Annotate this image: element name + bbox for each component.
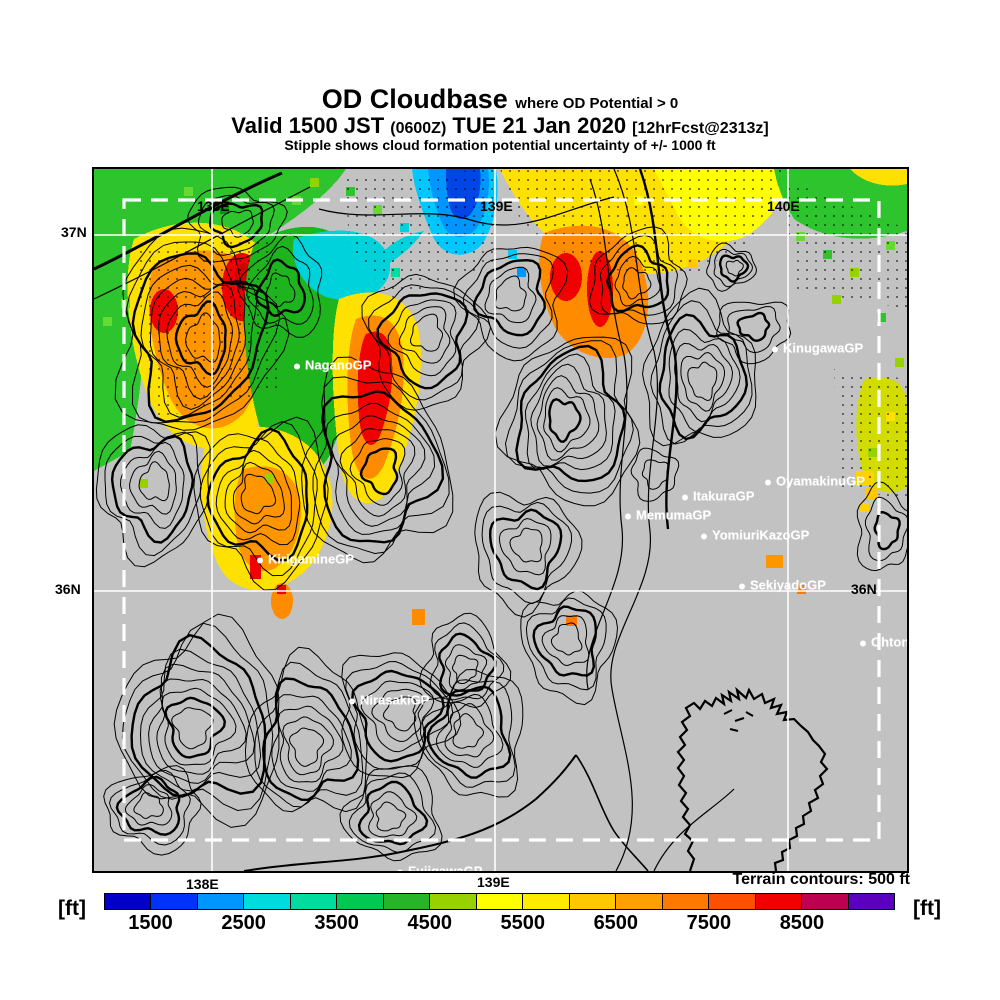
grid-label-37n: 37N <box>61 224 87 240</box>
site-label: OyamakinuGP <box>776 473 865 489</box>
valid-date: TUE 21 Jan 2020 <box>446 113 633 138</box>
site-dot-icon <box>772 346 778 353</box>
site-marker-KinugawaGP: KinugawaGP <box>772 341 863 356</box>
colorbar-segment <box>337 894 384 909</box>
chart-header: OD Cloudbase where OD Potential > 0 Vali… <box>0 86 1000 154</box>
grid-label-36n: 36N <box>851 581 877 597</box>
site-dot-icon <box>739 583 745 590</box>
site-marker-layer: NaganoGP KinugawaGP OyamakinuGP ItakuraGP Me… <box>94 169 907 871</box>
site-marker-OyamakinuGP: OyamakinuGP <box>765 474 865 489</box>
site-dot-icon <box>682 494 688 501</box>
site-marker-NaganoGP: NaganoGP <box>294 358 371 373</box>
forecast-map: NaganoGP KinugawaGP OyamakinuGP ItakuraGP Me… <box>92 167 909 873</box>
site-marker-SekiyadoGP: SekiyadoGP <box>739 578 826 593</box>
colorbar-segment <box>523 894 570 909</box>
stipple-subtitle: Stipple shows cloud formation potential … <box>284 137 716 154</box>
colorbar-unit-right: [ft] <box>913 897 941 920</box>
colorbar-segment <box>709 894 756 909</box>
grid-label-138e: 138E <box>197 198 230 214</box>
colorbar-segment <box>151 894 198 909</box>
colorbar-segment <box>755 894 803 909</box>
site-dot-icon <box>701 533 707 540</box>
colorbar-tick-8500: 8500 <box>779 912 825 934</box>
title-qualifier: where OD Potential > 0 <box>515 95 679 112</box>
site-label: SekiyadoGP <box>750 577 826 593</box>
site-marker-FujigawaGP: FujigawaGP <box>397 863 483 873</box>
site-label: KinugawaGP <box>783 340 864 356</box>
site-label: OhtoneGP <box>871 634 909 650</box>
site-label: FujigawaGP <box>408 863 483 873</box>
site-dot-icon <box>349 698 355 705</box>
cloudbase-colorbar <box>104 893 895 910</box>
colorbar-tick-4500: 4500 <box>407 912 452 934</box>
chart-title: OD Cloudbase where OD Potential > 0 <box>0 86 1000 113</box>
grid-label-36n: 36N <box>55 581 81 597</box>
site-marker-OhtoneGP: OhtoneGP <box>860 634 909 650</box>
grid-label-139e: 139E <box>477 874 510 890</box>
valid-fcst: [12hrFcst@2313z] <box>632 120 769 137</box>
site-marker-NirasakiGP: NirasakiGP <box>349 693 429 708</box>
site-label: NirasakiGP <box>360 692 430 708</box>
site-dot-icon <box>397 869 403 871</box>
colorbar-segment <box>476 894 524 909</box>
colorbar-segment <box>244 894 291 909</box>
colorbar-segment <box>197 894 245 909</box>
colorbar-tick-1500: 1500 <box>128 912 173 934</box>
colorbar-segment <box>430 894 477 909</box>
site-marker-ItakuraGP: ItakuraGP <box>682 489 754 504</box>
colorbar-segment <box>616 894 663 909</box>
colorbar-tick-3500: 3500 <box>314 912 359 934</box>
valid-line: Valid 1500 JST (0600Z) TUE 21 Jan 2020 [… <box>0 113 1000 138</box>
colorbar-segment <box>848 894 894 909</box>
colorbar-tick-5500: 5500 <box>500 912 546 934</box>
colorbar-tick-layer: 1500 2500 3500 4500 5500 6500 7500 8500 <box>104 912 895 938</box>
site-dot-icon <box>625 513 631 520</box>
valid-prefix: Valid 1500 JST <box>231 113 391 138</box>
colorbar-tick-7500: 7500 <box>686 912 732 934</box>
colorbar-segment <box>290 894 338 909</box>
site-dot-icon <box>257 557 263 564</box>
colorbar-tick-6500: 6500 <box>593 912 639 934</box>
site-label: NaganoGP <box>305 357 372 373</box>
colorbar-segment <box>569 894 617 909</box>
grid-label-140e: 140E <box>767 198 800 214</box>
valid-zulu: (0600Z) <box>390 120 447 137</box>
site-label: YomiuriKazoGP <box>712 527 810 543</box>
site-marker-MemumaGP: MemumaGP <box>625 508 711 523</box>
grid-label-139e: 139E <box>480 198 513 214</box>
site-label: KirigamineGP <box>268 551 354 567</box>
grid-label-138e: 138E <box>186 876 219 892</box>
site-dot-icon <box>294 363 300 370</box>
terrain-contours-note: Terrain contours: 500 ft <box>732 871 910 888</box>
colorbar-tick-2500: 2500 <box>221 912 266 934</box>
site-marker-KirigamineGP: KirigamineGP <box>257 552 354 567</box>
colorbar-unit-left: [ft] <box>58 897 86 920</box>
colorbar-segment <box>383 894 431 909</box>
site-label: ItakuraGP <box>693 488 755 504</box>
site-dot-icon <box>765 479 771 486</box>
terrain-art <box>94 169 907 871</box>
site-label: MemumaGP <box>636 507 712 523</box>
colorbar-segment <box>105 894 152 909</box>
title-main: OD Cloudbase <box>321 84 508 114</box>
site-marker-YomiuriKazoGP: YomiuriKazoGP <box>701 528 809 543</box>
colorbar-segment <box>802 894 849 909</box>
colorbar-segment <box>662 894 710 909</box>
site-dot-icon <box>860 640 866 647</box>
